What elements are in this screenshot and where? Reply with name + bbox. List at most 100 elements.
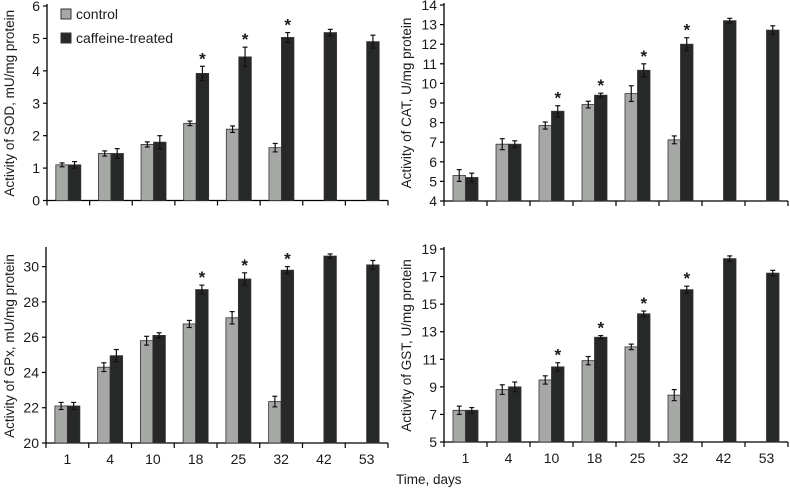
x-tick-label: 25	[630, 450, 646, 466]
significance-asterisk: *	[284, 250, 291, 269]
significance-asterisk: *	[640, 294, 647, 313]
x-tick-label: 32	[273, 451, 289, 467]
bar-treated	[508, 143, 522, 202]
bar-treated	[366, 41, 380, 201]
x-tick-label: 10	[544, 450, 560, 466]
bar-control	[495, 143, 509, 202]
significance-asterisk: *	[640, 47, 647, 66]
legend-label-treated: caffeine-treated	[76, 30, 173, 46]
y-tick-label: 9	[429, 379, 437, 395]
y-tick-label: 7	[429, 134, 437, 150]
bar-treated	[637, 69, 651, 202]
bar-control	[624, 346, 638, 443]
x-tick-label: 42	[716, 450, 732, 466]
legend-swatch-control	[60, 8, 72, 20]
y-tick-label: 11	[422, 351, 437, 367]
y-tick-label: 5	[429, 434, 437, 450]
y-axis-label: Activity of CAT, U/mg protein	[399, 18, 414, 189]
y-tick-label: 13	[421, 324, 437, 340]
panel-3: 20 22 24 26 28 30 1 4 10 18 25 32 42 53 Activity of GP…	[2, 247, 389, 467]
y-tick-label: 22	[23, 400, 39, 416]
x-tick-label: 10	[145, 451, 161, 467]
bar-treated	[723, 20, 737, 202]
y-tick-label: 12	[421, 36, 437, 52]
bar-control	[225, 128, 240, 201]
bar-treated	[723, 258, 737, 443]
x-tick-label: 53	[359, 451, 375, 467]
bar-treated	[323, 32, 337, 201]
bar-treated	[680, 43, 694, 202]
bar-treated	[594, 336, 608, 443]
x-tick-label: 18	[587, 450, 603, 466]
bar-treated	[551, 110, 565, 202]
bar-control	[140, 144, 154, 201]
y-tick-label: 13	[421, 17, 437, 33]
bar-control	[268, 401, 282, 444]
x-tick-label: 42	[316, 451, 332, 467]
y-tick-label: 6	[32, 0, 40, 14]
x-tick-label: 1	[462, 450, 470, 466]
y-tick-label: 30	[23, 259, 39, 275]
bar-control	[538, 379, 552, 443]
bar-treated	[152, 335, 166, 444]
bar-treated	[109, 355, 124, 444]
y-axis-label: Activity of GST, U/mg protein	[399, 259, 414, 432]
bar-treated	[551, 366, 565, 443]
bar-treated	[637, 313, 651, 443]
bar-treated	[281, 37, 295, 201]
y-tick-label: 2	[32, 128, 40, 144]
y-tick-label: 11	[422, 56, 437, 72]
bar-control	[182, 323, 197, 444]
y-tick-label: 1	[32, 160, 40, 176]
bar-treated	[237, 278, 252, 444]
y-tick-label: 9	[429, 95, 437, 111]
y-tick-label: 5	[32, 30, 40, 46]
bar-treated	[323, 255, 337, 444]
bar-control	[54, 405, 68, 444]
x-tick-label: 1	[63, 451, 71, 467]
x-tick-label: 4	[106, 451, 114, 467]
significance-asterisk: *	[284, 16, 291, 35]
significance-asterisk: *	[242, 30, 249, 49]
y-tick-label: 19	[421, 241, 437, 257]
bar-control	[55, 164, 69, 201]
x-tick-label: 18	[188, 451, 204, 467]
y-tick-label: 4	[429, 193, 437, 209]
bar-control	[452, 409, 466, 443]
bar-treated	[465, 409, 479, 443]
significance-asterisk: *	[554, 89, 561, 108]
bar-control	[139, 340, 154, 444]
bar-treated	[67, 164, 82, 201]
y-tick-label: 7	[429, 406, 437, 422]
y-tick-label: 28	[23, 294, 39, 310]
x-tick-label: 4	[505, 450, 513, 466]
bar-control	[268, 147, 282, 201]
bar-treated	[195, 289, 209, 444]
significance-asterisk: *	[683, 269, 690, 288]
y-tick-label: 5	[429, 173, 437, 189]
significance-asterisk: *	[597, 76, 604, 95]
bar-treated	[110, 153, 124, 201]
bar-treated	[195, 73, 210, 201]
y-tick-label: 10	[421, 75, 437, 91]
bar-treated	[508, 386, 522, 443]
y-tick-label: 6	[429, 154, 437, 170]
y-tick-label: 14	[421, 0, 437, 13]
significance-asterisk: *	[597, 319, 604, 338]
bar-treated	[766, 29, 780, 202]
panel-4: 5 7 9 11 13 15 17 19 1 4 10 18 25 32 42 53 Activity of G…	[399, 241, 789, 466]
bar-control	[97, 366, 111, 444]
bar-treated	[766, 272, 780, 443]
y-tick-label: 26	[23, 329, 39, 345]
significance-asterisk: *	[241, 256, 248, 275]
y-axis-label: Activity of GPx, mU/mg protein	[2, 254, 17, 438]
significance-asterisk: *	[199, 268, 206, 287]
bar-treated	[680, 289, 694, 443]
bar-treated	[238, 56, 252, 201]
bar-control	[538, 125, 552, 202]
significance-asterisk: *	[554, 346, 561, 365]
bar-control	[98, 153, 112, 201]
bar-control	[183, 122, 197, 201]
bar-control	[581, 104, 595, 202]
